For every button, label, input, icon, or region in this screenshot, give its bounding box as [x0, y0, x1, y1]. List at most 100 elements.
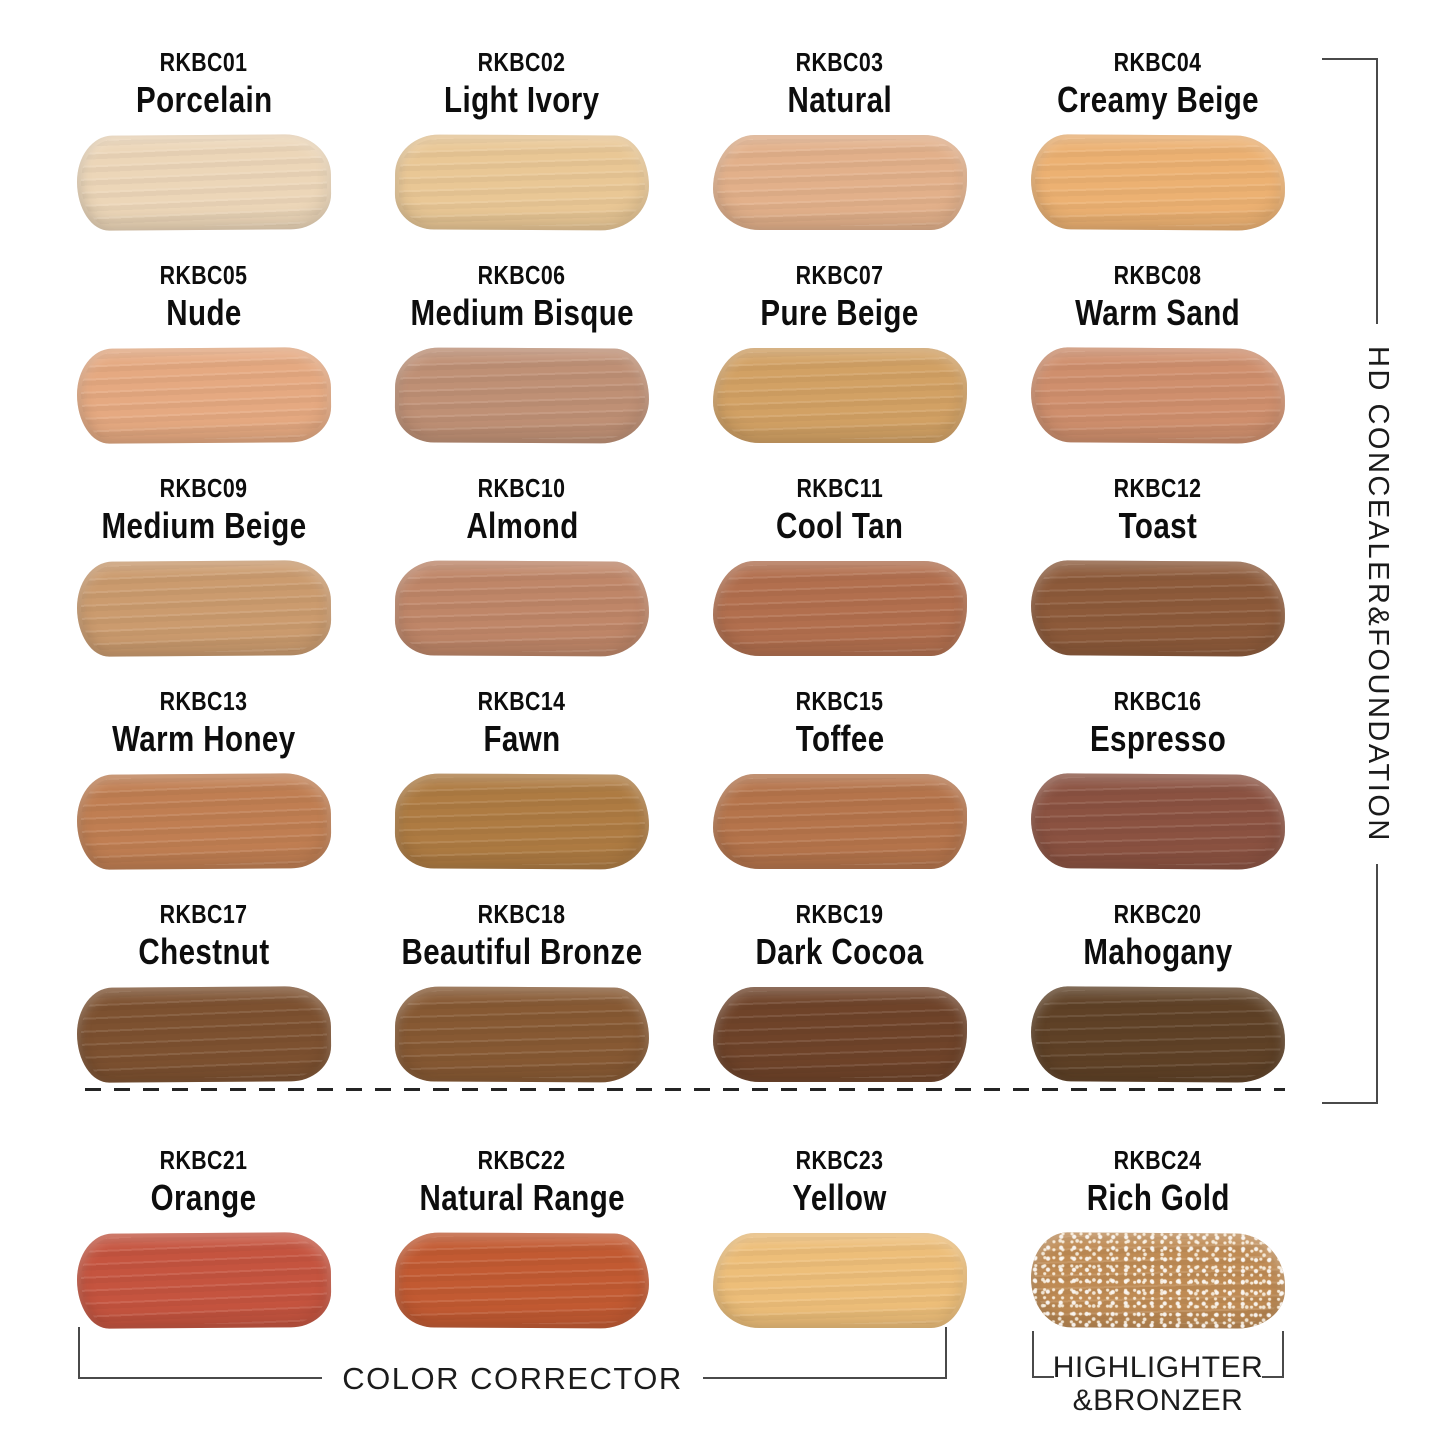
swatch-cell: RKBC03 Natural — [681, 47, 999, 230]
shade-name: Rich Gold — [1086, 1177, 1230, 1218]
shade-code: RKBC10 — [478, 473, 566, 503]
shade-code: RKBC01 — [160, 47, 248, 77]
shade-code: RKBC13 — [160, 686, 248, 716]
highlighter-bracket-right-foot — [1262, 1376, 1284, 1378]
shade-swatch — [394, 986, 650, 1083]
shade-swatch — [713, 774, 967, 869]
swatch-row: RKBC01 Porcelain RKBC02 Light Ivory RKBC… — [45, 47, 1317, 231]
shade-swatch — [1030, 560, 1286, 657]
shade-name: Natural — [787, 79, 893, 120]
shade-code: RKBC23 — [796, 1145, 884, 1175]
shade-swatch — [713, 348, 967, 443]
swatch-cell: RKBC21 Orange — [45, 1145, 363, 1329]
highlighter-bronzer-bracket: HIGHLIGHTER &BRONZER — [1032, 1331, 1284, 1423]
shade-code: RKBC17 — [160, 899, 248, 929]
shade-swatch — [76, 986, 332, 1083]
swatch-cell: RKBC08 Warm Sand — [999, 260, 1317, 444]
swatch-cell: RKBC10 Almond — [363, 473, 681, 657]
shade-name: Medium Bisque — [410, 292, 634, 333]
swatch-cell: RKBC05 Nude — [45, 260, 363, 444]
swatch-cell: RKBC20 Mahogany — [999, 899, 1317, 1083]
shade-code: RKBC07 — [796, 260, 884, 290]
shade-code: RKBC04 — [1114, 47, 1202, 77]
shade-swatch — [713, 135, 967, 230]
shade-swatch — [1030, 347, 1286, 444]
shade-name: Warm Sand — [1075, 292, 1241, 333]
swatch-row: RKBC05 Nude RKBC06 Medium Bisque RKBC07 … — [45, 260, 1317, 444]
shade-name: Natural Range — [419, 1177, 625, 1218]
shade-code: RKBC06 — [478, 260, 566, 290]
shade-swatch — [394, 134, 650, 231]
shade-name: Pure Beige — [760, 292, 920, 333]
shade-swatch — [76, 134, 332, 231]
shade-name: Medium Beige — [101, 505, 307, 546]
shade-code: RKBC08 — [1114, 260, 1202, 290]
shade-swatch — [713, 561, 967, 656]
shade-name: Mahogany — [1083, 931, 1233, 972]
shade-swatch — [713, 987, 967, 1082]
swatch-cell: RKBC22 Natural Range — [363, 1145, 681, 1329]
shade-swatch — [394, 773, 650, 870]
shade-code: RKBC12 — [1114, 473, 1202, 503]
color-corrector-bracket-line — [702, 1377, 948, 1379]
shade-name: Chestnut — [138, 931, 270, 972]
shade-swatch — [1030, 134, 1286, 231]
swatch-cell: RKBC12 Toast — [999, 473, 1317, 657]
shade-swatch — [1030, 986, 1286, 1083]
swatch-cell: RKBC24 Rich Gold — [999, 1145, 1317, 1329]
shade-code: RKBC20 — [1114, 899, 1202, 929]
shade-name: Orange — [151, 1177, 257, 1218]
shade-name: Toffee — [795, 718, 885, 759]
shade-swatch — [76, 560, 332, 657]
shade-code: RKBC18 — [478, 899, 566, 929]
shade-swatch — [1030, 773, 1286, 870]
swatch-row: RKBC09 Medium Beige RKBC10 Almond RKBC11… — [45, 473, 1317, 657]
right-bracket-label: HD CONCEALER&FOUNDATION — [1362, 345, 1394, 843]
swatch-cell: RKBC11 Cool Tan — [681, 473, 999, 656]
shade-swatch — [76, 773, 332, 870]
shade-code: RKBC16 — [1114, 686, 1202, 716]
shade-swatch — [713, 1233, 967, 1328]
shade-name: Warm Honey — [112, 718, 296, 759]
shade-code: RKBC15 — [796, 686, 884, 716]
shade-name: Toast — [1118, 505, 1198, 546]
swatch-cell: RKBC13 Warm Honey — [45, 686, 363, 870]
color-corrector-label: COLOR CORRECTOR — [342, 1360, 683, 1396]
swatch-cell: RKBC17 Chestnut — [45, 899, 363, 1083]
swatch-cell: RKBC04 Creamy Beige — [999, 47, 1317, 231]
swatch-row: RKBC17 Chestnut RKBC18 Beautiful Bronze … — [45, 899, 1317, 1083]
shade-swatch — [76, 347, 332, 444]
color-corrector-bracket: COLOR CORRECTOR — [78, 1327, 948, 1395]
highlighter-bracket-right-tick — [1282, 1331, 1284, 1378]
highlighter-bracket-left-tick — [1032, 1331, 1034, 1378]
highlighter-label-line1: HIGHLIGHTER — [1052, 1351, 1264, 1384]
shade-name: Cool Tan — [776, 505, 904, 546]
shade-swatch — [1030, 1232, 1286, 1329]
shade-code: RKBC09 — [160, 473, 248, 503]
shade-code: RKBC14 — [478, 686, 566, 716]
swatch-row: RKBC13 Warm Honey RKBC14 Fawn RKBC15 Tof… — [45, 686, 1317, 870]
shade-name: Dark Cocoa — [755, 931, 925, 972]
swatch-cell: RKBC16 Espresso — [999, 686, 1317, 870]
highlighter-bracket-left-foot — [1032, 1376, 1054, 1378]
shade-code: RKBC21 — [160, 1145, 248, 1175]
shade-swatch — [394, 560, 650, 657]
shade-name: Creamy Beige — [1057, 79, 1259, 120]
section-divider-dashed-line — [85, 1088, 1285, 1091]
swatch-cell: RKBC06 Medium Bisque — [363, 260, 681, 444]
shade-swatch — [394, 347, 650, 444]
right-bracket-lower-line — [1376, 864, 1378, 1102]
shade-code: RKBC02 — [478, 47, 566, 77]
shade-name: Espresso — [1089, 718, 1227, 759]
swatch-cell: RKBC09 Medium Beige — [45, 473, 363, 657]
shade-swatch — [394, 1232, 650, 1329]
swatch-cell: RKBC02 Light Ivory — [363, 47, 681, 231]
right-bracket-upper-line — [1376, 58, 1378, 324]
shade-code: RKBC22 — [478, 1145, 566, 1175]
swatch-cell: RKBC19 Dark Cocoa — [681, 899, 999, 1082]
swatch-cell: RKBC23 Yellow — [681, 1145, 999, 1328]
shade-name: Almond — [465, 505, 579, 546]
right-bracket-top-tick — [1322, 58, 1378, 60]
swatch-cell: RKBC01 Porcelain — [45, 47, 363, 231]
